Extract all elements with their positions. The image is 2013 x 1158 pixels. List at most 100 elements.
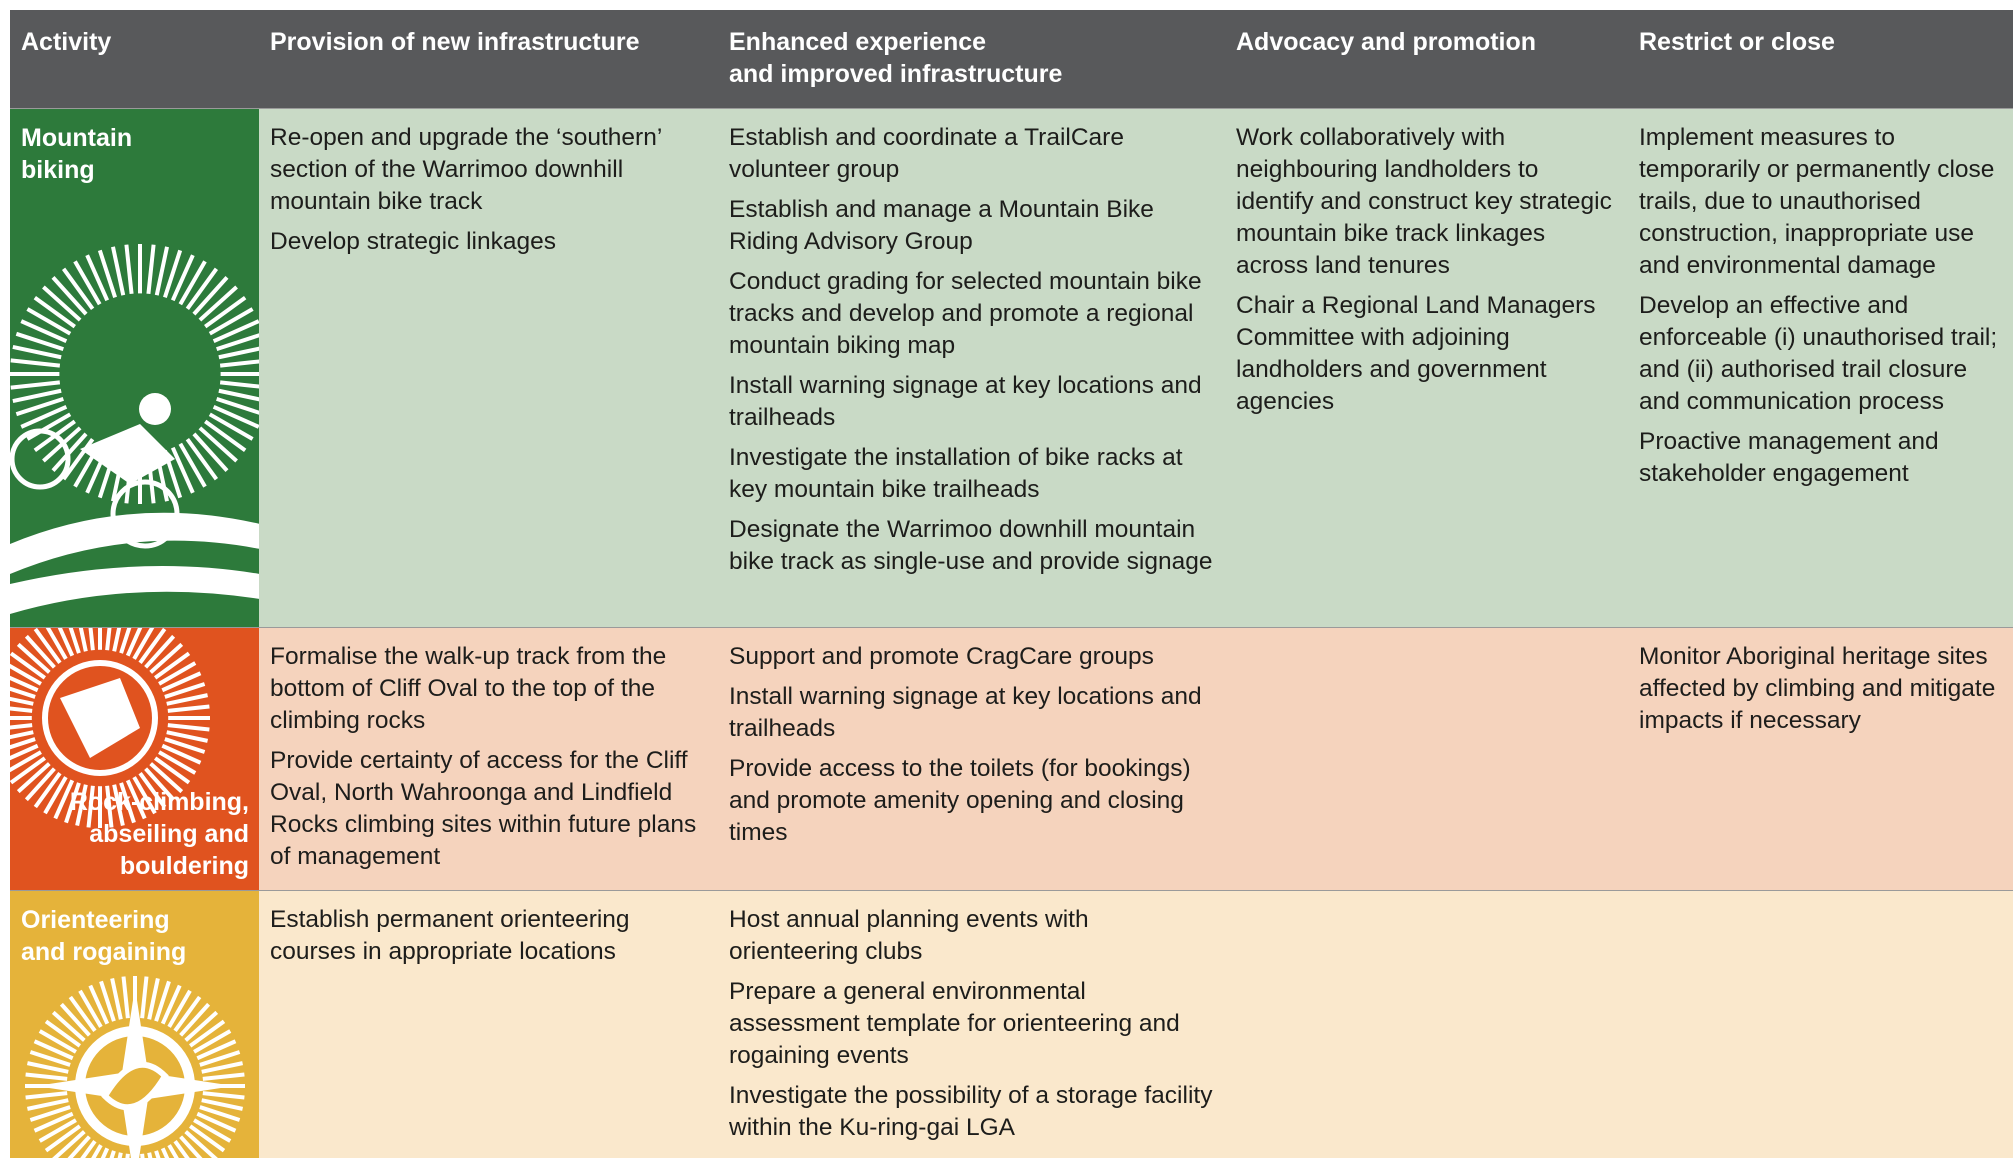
icon-shape <box>167 989 192 1028</box>
cell-item: Provide certainty of access for the Clif… <box>270 747 697 870</box>
icon-shape <box>199 1050 241 1067</box>
cell-item: Prepare a general environmental assessme… <box>729 978 1180 1069</box>
icon-shape <box>80 1139 97 1158</box>
icon-shape <box>10 750 42 773</box>
icon-shape <box>33 1039 74 1061</box>
icon-shape <box>15 397 64 417</box>
icon-shape <box>68 995 97 1033</box>
icon-shape <box>26 307 72 336</box>
table-cell: Host annual planning events with oriente… <box>718 890 1225 1158</box>
icon-shape <box>163 249 183 298</box>
cell-item: Establish and manage a Mountain Bike Rid… <box>729 196 1154 255</box>
table-cell <box>1225 627 1628 890</box>
header-cell: Activity <box>10 10 259 108</box>
icon-shape <box>33 628 62 665</box>
cell-item: Install warning signage at key locations… <box>729 683 1202 742</box>
icon-shape <box>110 977 123 1020</box>
icon-shape <box>42 285 82 322</box>
activity-label: Rock-climbing, abseiling and bouldering <box>69 788 249 880</box>
icon-shape <box>144 767 176 802</box>
icon-shape <box>29 1105 71 1122</box>
cell-item: Establish permanent orienteering courses… <box>270 906 630 965</box>
icon-shape <box>188 1019 226 1048</box>
icon-shape <box>57 628 75 657</box>
icon-shape <box>10 737 36 750</box>
icon-shape <box>59 1002 91 1037</box>
icon-shape <box>119 782 136 824</box>
icon-shape <box>26 412 72 441</box>
icon-shape <box>112 784 125 827</box>
header-cell: Advocacy and promotion <box>1225 10 1628 108</box>
icon-shape <box>53 779 75 820</box>
icon-shape <box>160 984 182 1025</box>
icon-shape <box>164 682 206 699</box>
icon-shape <box>105 785 114 828</box>
icon-shape <box>149 762 184 794</box>
icon-shape <box>216 333 259 351</box>
cell-item: Proactive management and stakeholder eng… <box>1639 428 1939 487</box>
icon-shape <box>153 756 191 785</box>
icon-shape <box>10 663 42 686</box>
icon-shape <box>147 977 160 1020</box>
icon-shape <box>10 706 33 713</box>
icon-shape <box>43 776 68 815</box>
icon-shape <box>173 995 202 1033</box>
icon-shape <box>140 976 149 1019</box>
cell-item: Designate the Warrimoo downhill mountain… <box>729 516 1213 575</box>
icon-shape <box>78 628 88 652</box>
icon-shape <box>153 651 191 680</box>
icon-shape <box>202 1072 245 1081</box>
icon-shape <box>78 989 103 1028</box>
icon-shape <box>101 1061 169 1111</box>
icon-shape <box>91 1144 103 1158</box>
icon-shape <box>10 756 47 785</box>
cell-item: Formalise the walk-up track from the bot… <box>270 643 667 734</box>
icon-shape <box>109 1150 116 1158</box>
cell-item: Work collaboratively with neighbouring l… <box>1236 124 1612 279</box>
icon-shape <box>192 432 229 472</box>
icon-shape <box>208 307 254 336</box>
icon-shape <box>167 1144 179 1158</box>
table-cell <box>1628 890 2013 1158</box>
icon-shape <box>125 1153 130 1158</box>
activity-icon <box>10 628 210 828</box>
icon-shape <box>178 260 207 306</box>
icon-shape <box>219 359 259 368</box>
icon-shape <box>138 771 167 809</box>
table-cell: Establish permanent orienteering courses… <box>259 890 718 1158</box>
icon-shape <box>161 743 202 765</box>
icon-shape <box>88 628 95 651</box>
table-cell: Establish and coordinate a TrailCare vol… <box>718 108 1225 627</box>
cell-item: Investigate the installation of bike rac… <box>729 444 1183 503</box>
icon-shape <box>164 737 206 754</box>
icon-shape <box>111 246 126 296</box>
icon-shape <box>24 767 56 802</box>
icon-shape <box>216 397 259 415</box>
icon-shape <box>10 743 39 761</box>
cell-item: Install warning signage at key locations… <box>729 372 1202 431</box>
icon-shape <box>179 1002 211 1037</box>
icon-shape <box>119 628 132 654</box>
icon-shape <box>218 388 259 402</box>
icon-shape <box>160 1147 170 1158</box>
icon-shape <box>193 1029 232 1054</box>
table-cell: Support and promote CragCare groups Insta… <box>718 627 1225 890</box>
icon-shape <box>67 1135 91 1158</box>
activity-label: Orienteering and rogaining <box>21 906 187 966</box>
cell-item: Investigate the possibility of a storage… <box>729 1082 1213 1141</box>
header-cell: Restrict or close <box>1628 10 2013 108</box>
icon-shape <box>25 1072 68 1081</box>
icon-shape <box>201 1061 244 1074</box>
icon-shape <box>51 1010 86 1042</box>
header-cell: Provision of new infrastructure <box>259 10 718 108</box>
icon-shape <box>121 976 130 1019</box>
icon-shape <box>208 412 254 441</box>
cell-item: Monitor Aboriginal heritage sites affect… <box>1639 643 1996 734</box>
icon-shape <box>112 628 122 652</box>
icon-shape <box>124 244 134 295</box>
icon-shape <box>75 784 88 827</box>
icon-shape <box>139 393 171 425</box>
icon-shape <box>38 1118 77 1143</box>
cell-item: Provide access to the toilets (for booki… <box>729 755 1191 846</box>
cell-item: Develop strategic linkages <box>270 228 556 255</box>
